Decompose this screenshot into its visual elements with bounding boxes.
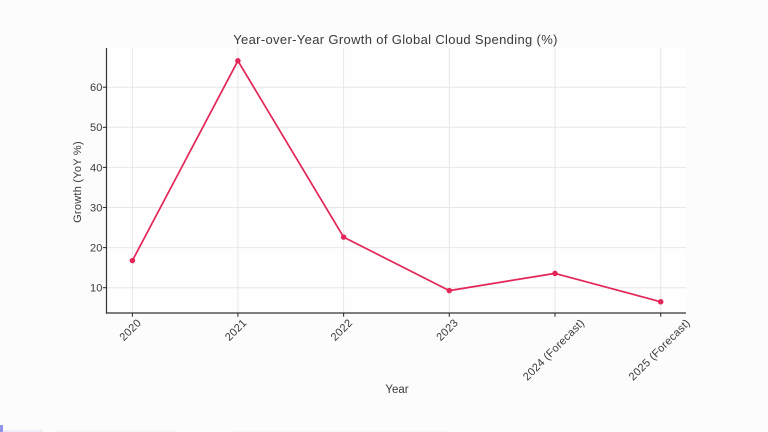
svg-text:20: 20 — [90, 243, 103, 255]
svg-text:30: 30 — [90, 202, 103, 214]
svg-text:10: 10 — [90, 283, 103, 295]
svg-text:50: 50 — [90, 122, 103, 134]
svg-text:40: 40 — [90, 162, 103, 174]
svg-text:Growth (YoY %): Growth (YoY %) — [72, 141, 84, 223]
svg-text:Year: Year — [385, 384, 408, 396]
svg-text:Year-over-Year Growth of Globa: Year-over-Year Growth of Global Cloud Sp… — [233, 32, 558, 47]
svg-text:60: 60 — [90, 82, 103, 94]
